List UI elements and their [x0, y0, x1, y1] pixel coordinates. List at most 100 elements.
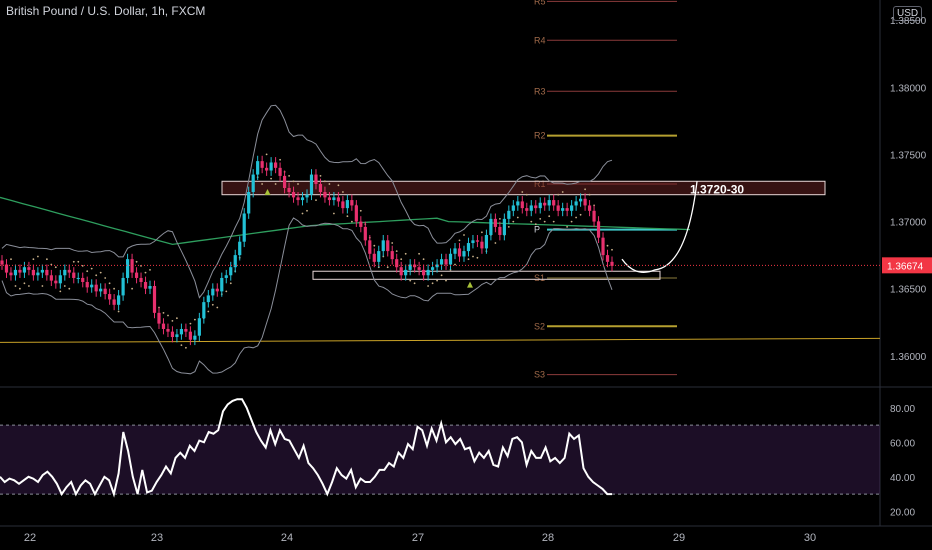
candle-body: [125, 259, 130, 278]
sar-dot: [292, 180, 295, 183]
sar-dot: [131, 287, 134, 290]
sar-dot: [359, 209, 362, 212]
candle-body: [309, 174, 314, 195]
sar-dot: [543, 220, 546, 223]
currency-button[interactable]: USD: [893, 6, 923, 21]
candle-body: [466, 243, 471, 252]
sar-dot: [23, 282, 26, 285]
candle-body: [605, 255, 610, 262]
candle-body: [561, 208, 565, 211]
sar-dot: [274, 183, 277, 185]
candle-body: [439, 259, 444, 265]
candle-body: [543, 202, 547, 206]
candle-body: [40, 269, 44, 273]
candle-body: [233, 255, 237, 268]
candle-body: [282, 175, 287, 188]
candle-body: [448, 253, 453, 265]
candle-body: [211, 288, 215, 296]
candle-body: [471, 240, 475, 244]
sar-dot: [117, 310, 120, 313]
candle-body: [161, 323, 166, 329]
candle-body: [58, 275, 62, 284]
signal-marker: [264, 189, 271, 196]
sar-dot: [171, 320, 174, 322]
candle-body: [462, 251, 466, 257]
sar-dot: [10, 258, 12, 261]
candle-body: [260, 161, 264, 168]
x-tick-label: 22: [24, 532, 36, 544]
candle-body: [103, 288, 107, 295]
candle-body: [134, 272, 139, 278]
candle-body: [498, 226, 502, 235]
sar-dot: [409, 279, 412, 282]
candle-body: [426, 269, 430, 276]
chart-title: British Pound / U.S. Dollar, 1h, FXCM: [6, 4, 206, 18]
candle-body: [117, 295, 121, 305]
candle-body: [90, 284, 94, 288]
candle-body: [63, 269, 67, 276]
sar-dot: [162, 312, 165, 314]
candle-body: [395, 259, 399, 268]
candle-body: [193, 335, 197, 340]
candle-body: [305, 194, 309, 198]
sar-dot: [63, 285, 66, 287]
candle-body: [287, 187, 291, 193]
candle-body: [45, 269, 49, 276]
candle-body: [570, 205, 574, 211]
candle-body: [143, 281, 148, 289]
candle-body: [148, 286, 152, 289]
sar-dot: [458, 239, 461, 242]
candle-body: [592, 210, 596, 222]
y-tick-label: 1.36000: [890, 352, 927, 363]
candle-body: [224, 275, 228, 278]
y-tick-label: 1.36500: [890, 285, 927, 296]
y-tick-label: 1.38000: [890, 83, 927, 94]
candle-body: [274, 162, 278, 168]
candle-body: [372, 253, 376, 262]
candle-body: [408, 264, 412, 270]
candle-body: [596, 221, 601, 238]
candle-body: [457, 248, 462, 257]
x-tick-label: 30: [804, 532, 816, 544]
sar-dot: [19, 287, 21, 290]
candle-body: [314, 174, 318, 184]
sar-dot: [552, 220, 555, 223]
sar-dot: [229, 282, 232, 285]
sar-dot: [534, 223, 537, 226]
candle-body: [538, 202, 542, 209]
candle-body: [278, 167, 282, 176]
pivot-label-R2: R2: [534, 131, 546, 141]
sar-dot: [418, 252, 420, 255]
candle-body: [184, 328, 188, 332]
sar-dot: [395, 250, 398, 253]
pivot-label-R5: R5: [534, 0, 546, 6]
sar-dot: [557, 193, 560, 196]
sar-dot: [59, 290, 62, 293]
y-tick-label: 20.00: [890, 507, 915, 518]
candle-body: [170, 331, 175, 338]
sar-dot: [180, 344, 183, 346]
sar-dot: [539, 218, 542, 220]
sar-dot: [265, 153, 268, 156]
candle-body: [121, 277, 125, 296]
pivot-label-S2: S2: [534, 321, 545, 331]
candle-body: [108, 294, 112, 300]
candle-body: [381, 240, 385, 252]
sar-dot: [279, 158, 281, 161]
sar-dot: [72, 260, 75, 263]
sar-dot: [566, 226, 568, 228]
candle-body: [610, 261, 614, 266]
sar-dot: [570, 220, 573, 223]
candle-body: [489, 218, 493, 235]
candle-body: [18, 269, 22, 273]
sar-dot: [306, 209, 308, 212]
sar-dot: [41, 285, 44, 287]
candle-body: [175, 334, 179, 338]
sar-dot: [579, 213, 582, 216]
sar-dot: [342, 191, 344, 193]
candle-body: [404, 269, 408, 276]
candle-body: [422, 269, 426, 276]
sar-dot: [476, 256, 479, 259]
trendline: [0, 337, 881, 343]
